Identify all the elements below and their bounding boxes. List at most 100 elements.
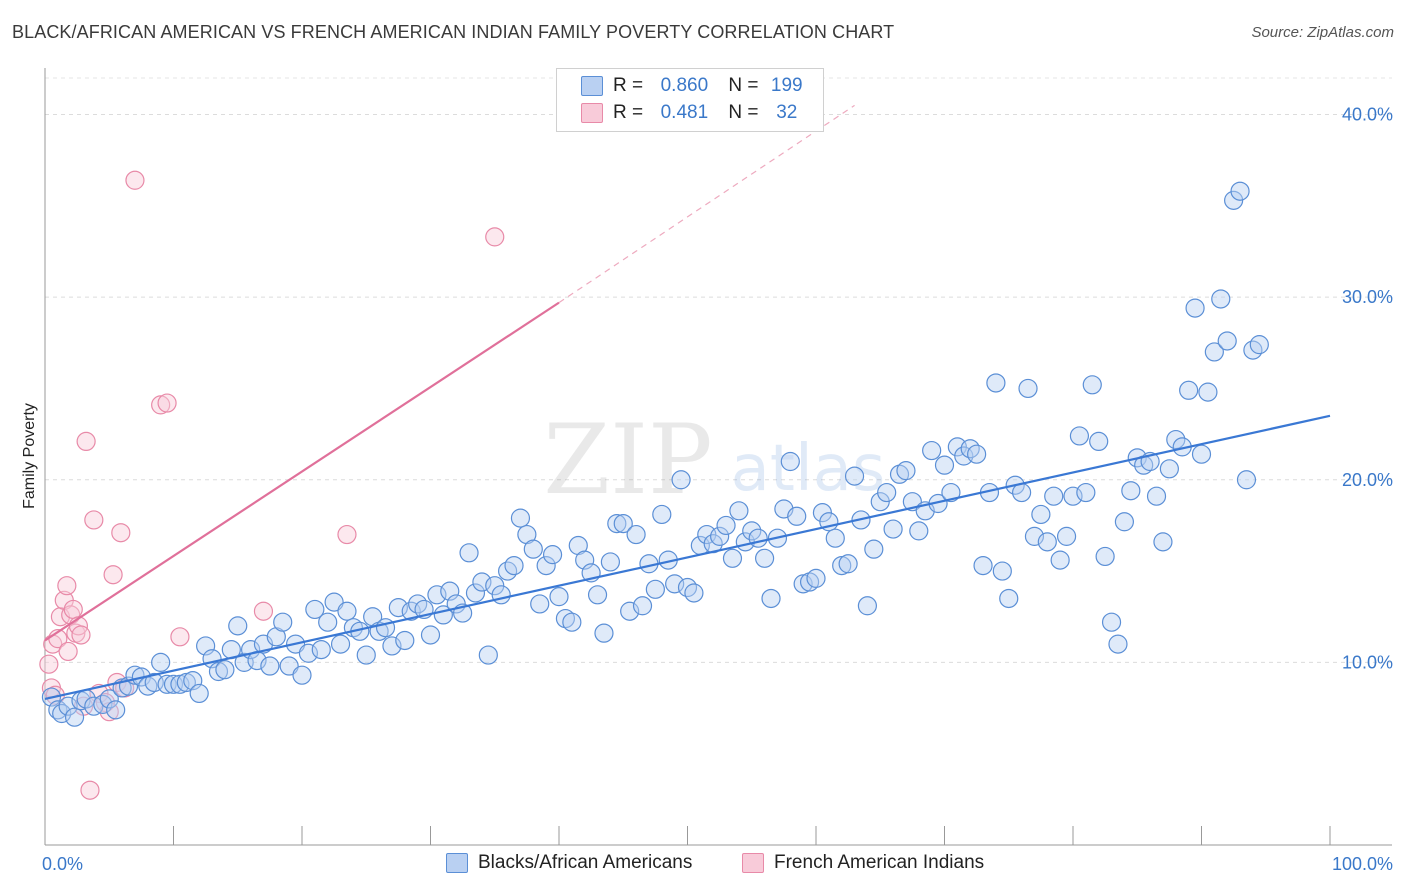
data-point (832, 555, 852, 576)
data-point (607, 513, 627, 534)
data-point (39, 654, 59, 674)
data-point (1159, 459, 1179, 479)
x-tick-label: 100.0% (1332, 854, 1393, 874)
data-point (523, 539, 543, 559)
data-point (472, 572, 492, 592)
data-point (754, 548, 775, 568)
data-point (536, 555, 556, 576)
data-point (228, 616, 248, 636)
data-point (844, 466, 865, 486)
data-point (613, 513, 633, 534)
series-legend: Blacks/African Americans French American… (0, 852, 1406, 878)
data-point (151, 395, 171, 415)
x-tick-label: 0.0% (42, 854, 83, 874)
data-point (1095, 546, 1115, 567)
data-point (170, 674, 190, 694)
data-point (889, 464, 910, 484)
data-point (684, 583, 704, 603)
legend-item-blacks[interactable]: Blacks/African Americans (446, 852, 692, 874)
data-point (722, 548, 743, 568)
y-tick-label: 10.0% (1342, 652, 1393, 672)
legend-r-value: 0.860 (660, 75, 709, 96)
data-point (1018, 378, 1038, 399)
data-point (799, 572, 820, 592)
data-point (1069, 426, 1090, 446)
data-point (542, 545, 563, 565)
data-point (292, 665, 312, 685)
data-point (645, 579, 665, 599)
data-point (106, 700, 126, 720)
data-point (311, 639, 331, 660)
data-point (1076, 482, 1096, 503)
trend-line-french-extension (558, 104, 855, 304)
data-point (857, 596, 878, 616)
data-point (1089, 431, 1109, 452)
data-point (652, 504, 672, 525)
data-point (1179, 380, 1199, 400)
watermark: ZIP atlas (543, 404, 885, 516)
data-point (298, 643, 319, 663)
watermark-zip: ZIP (543, 404, 712, 516)
data-point (1204, 342, 1224, 362)
legend-item-french[interactable]: French American Indians (742, 852, 984, 874)
data-point (459, 543, 479, 563)
data-point (787, 506, 807, 526)
data-point (1249, 335, 1269, 355)
data-point (84, 510, 104, 530)
data-point (64, 707, 85, 727)
trend-line-blacks (44, 414, 1331, 700)
data-point (1108, 634, 1128, 654)
data-point (1044, 486, 1064, 506)
data-point (941, 482, 961, 503)
data-point (208, 661, 229, 682)
data-point (594, 623, 614, 643)
legend-n-label: N = (728, 102, 759, 123)
data-point (1211, 289, 1231, 309)
data-point (671, 470, 691, 490)
data-point (125, 170, 145, 190)
data-point (992, 561, 1012, 581)
legend-row-blue: R = 0.860 N = 199 (581, 74, 810, 98)
y-axis-label: Family Poverty (21, 403, 38, 509)
legend-swatch-pink (742, 853, 764, 873)
data-point (305, 599, 325, 620)
data-point (1153, 532, 1173, 552)
data-point (388, 597, 408, 618)
data-point (1082, 375, 1102, 395)
data-point (1230, 181, 1250, 201)
data-point (189, 683, 209, 704)
data-point (729, 501, 749, 521)
data-point (58, 641, 78, 662)
data-point (395, 630, 415, 651)
data-point (716, 515, 736, 536)
correlation-legend: R = 0.860 N = 199 R = 0.481 N = 32 (556, 68, 824, 132)
data-point (530, 594, 550, 614)
data-point (504, 555, 524, 576)
data-point (215, 660, 235, 680)
y-tick-label: 20.0% (1342, 470, 1393, 490)
data-point (273, 612, 293, 632)
watermark-atlas: atlas (731, 432, 886, 506)
chart-title: BLACK/AFRICAN AMERICAN VS FRENCH AMERICA… (12, 22, 895, 42)
legend-swatch-blue (581, 76, 603, 96)
data-point (562, 612, 582, 632)
data-point (176, 672, 196, 693)
data-point (63, 599, 83, 620)
data-point (71, 625, 91, 645)
data-point (57, 576, 77, 596)
trend-lines (44, 104, 1331, 700)
data-point (253, 601, 274, 621)
data-point (632, 596, 653, 616)
trend-line-french (44, 301, 560, 642)
data-point (1146, 486, 1167, 506)
legend-swatch-blue (446, 853, 468, 873)
data-point (1185, 298, 1205, 318)
legend-label: French American Indians (774, 852, 985, 873)
data-point (1101, 612, 1122, 632)
legend-r-label: R = (613, 102, 644, 123)
data-point (600, 552, 621, 572)
data-point (48, 700, 68, 720)
data-point (710, 526, 730, 546)
data-point (877, 482, 897, 503)
